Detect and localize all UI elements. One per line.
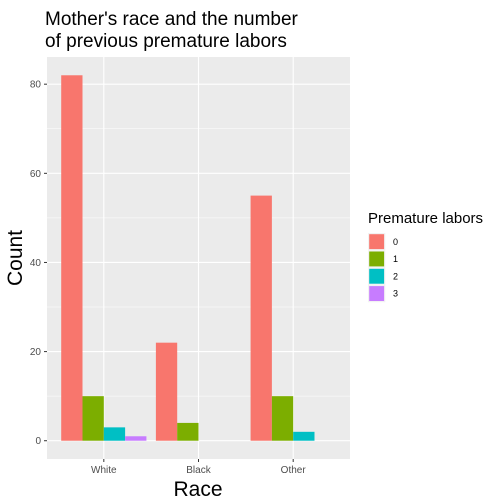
x-axis: White Black Other: [91, 459, 306, 476]
y-axis-title: Count: [4, 230, 27, 286]
legend-swatch: [369, 286, 385, 301]
bars: [61, 75, 315, 441]
legend-swatch: [369, 251, 385, 267]
bar-other-2: [293, 431, 315, 441]
bar-white-3: [125, 436, 147, 441]
legend-title: Premature labors: [368, 210, 483, 227]
y-tick-label: 40: [30, 258, 42, 269]
legend-label: 1: [393, 254, 398, 264]
legend-label: 2: [393, 271, 398, 281]
legend: Premature labors 0 1 2 3: [368, 210, 483, 303]
bar-black-0: [155, 342, 178, 441]
bar-black-1: [177, 422, 199, 441]
x-tick-label: Black: [186, 465, 211, 476]
bar-white-2: [103, 427, 126, 441]
y-tick-label: 60: [30, 169, 42, 180]
legend-label: 0: [393, 237, 398, 247]
chart-title-line-2: of previous premature labors: [45, 31, 287, 52]
chart-title-line-1: Mother's race and the number: [45, 9, 299, 30]
legend-label: 3: [393, 289, 398, 299]
bar-white-1: [82, 396, 104, 441]
y-tick-label: 80: [30, 80, 42, 91]
x-axis-title: Race: [173, 478, 222, 501]
x-tick-label: Other: [281, 465, 307, 476]
x-tick-label: White: [91, 465, 117, 476]
y-tick-label: 0: [35, 436, 41, 447]
bar-other-1: [271, 396, 294, 441]
bar-white-0: [61, 75, 83, 441]
grid-major: [47, 57, 350, 459]
y-tick-label: 20: [30, 347, 42, 358]
legend-swatch: [369, 234, 385, 250]
y-axis: 0 20 40 60 80: [30, 80, 47, 447]
bar-other-0: [250, 195, 272, 441]
legend-swatch: [369, 268, 385, 284]
